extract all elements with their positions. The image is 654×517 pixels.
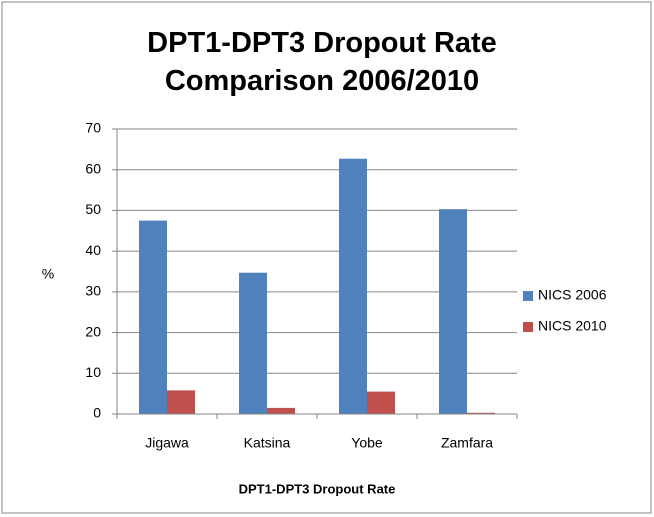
bar bbox=[439, 209, 467, 414]
bar bbox=[467, 412, 495, 414]
legend-swatch bbox=[523, 291, 533, 301]
bar bbox=[339, 158, 367, 414]
legend-label: NICS 2006 bbox=[538, 287, 607, 303]
x-tick-label: Zamfara bbox=[441, 435, 493, 451]
y-tick-label: 0 bbox=[93, 405, 101, 421]
y-tick-label: 60 bbox=[85, 160, 101, 176]
x-tick-label: Katsina bbox=[244, 435, 291, 451]
y-tick-label: 70 bbox=[85, 120, 101, 136]
bar bbox=[239, 272, 267, 414]
legend-swatch bbox=[523, 322, 533, 332]
y-tick-label: 10 bbox=[85, 364, 101, 380]
y-tick-label: 50 bbox=[85, 201, 101, 217]
bar bbox=[167, 390, 195, 414]
x-tick-label: Yobe bbox=[351, 435, 383, 451]
x-axis-label: DPT1-DPT3 Dropout Rate bbox=[239, 481, 396, 496]
y-tick-label: 20 bbox=[85, 323, 101, 339]
y-tick-label: 30 bbox=[85, 283, 101, 299]
bar bbox=[267, 407, 295, 414]
y-tick-label: 40 bbox=[85, 242, 101, 258]
x-tick-label: Jigawa bbox=[145, 435, 189, 451]
bar bbox=[367, 391, 395, 414]
legend-label: NICS 2010 bbox=[538, 318, 607, 334]
bar bbox=[139, 220, 167, 414]
y-axis-label: % bbox=[42, 266, 54, 282]
chart-title: DPT1-DPT3 Dropout Rate Comparison 2006/2… bbox=[147, 27, 497, 97]
